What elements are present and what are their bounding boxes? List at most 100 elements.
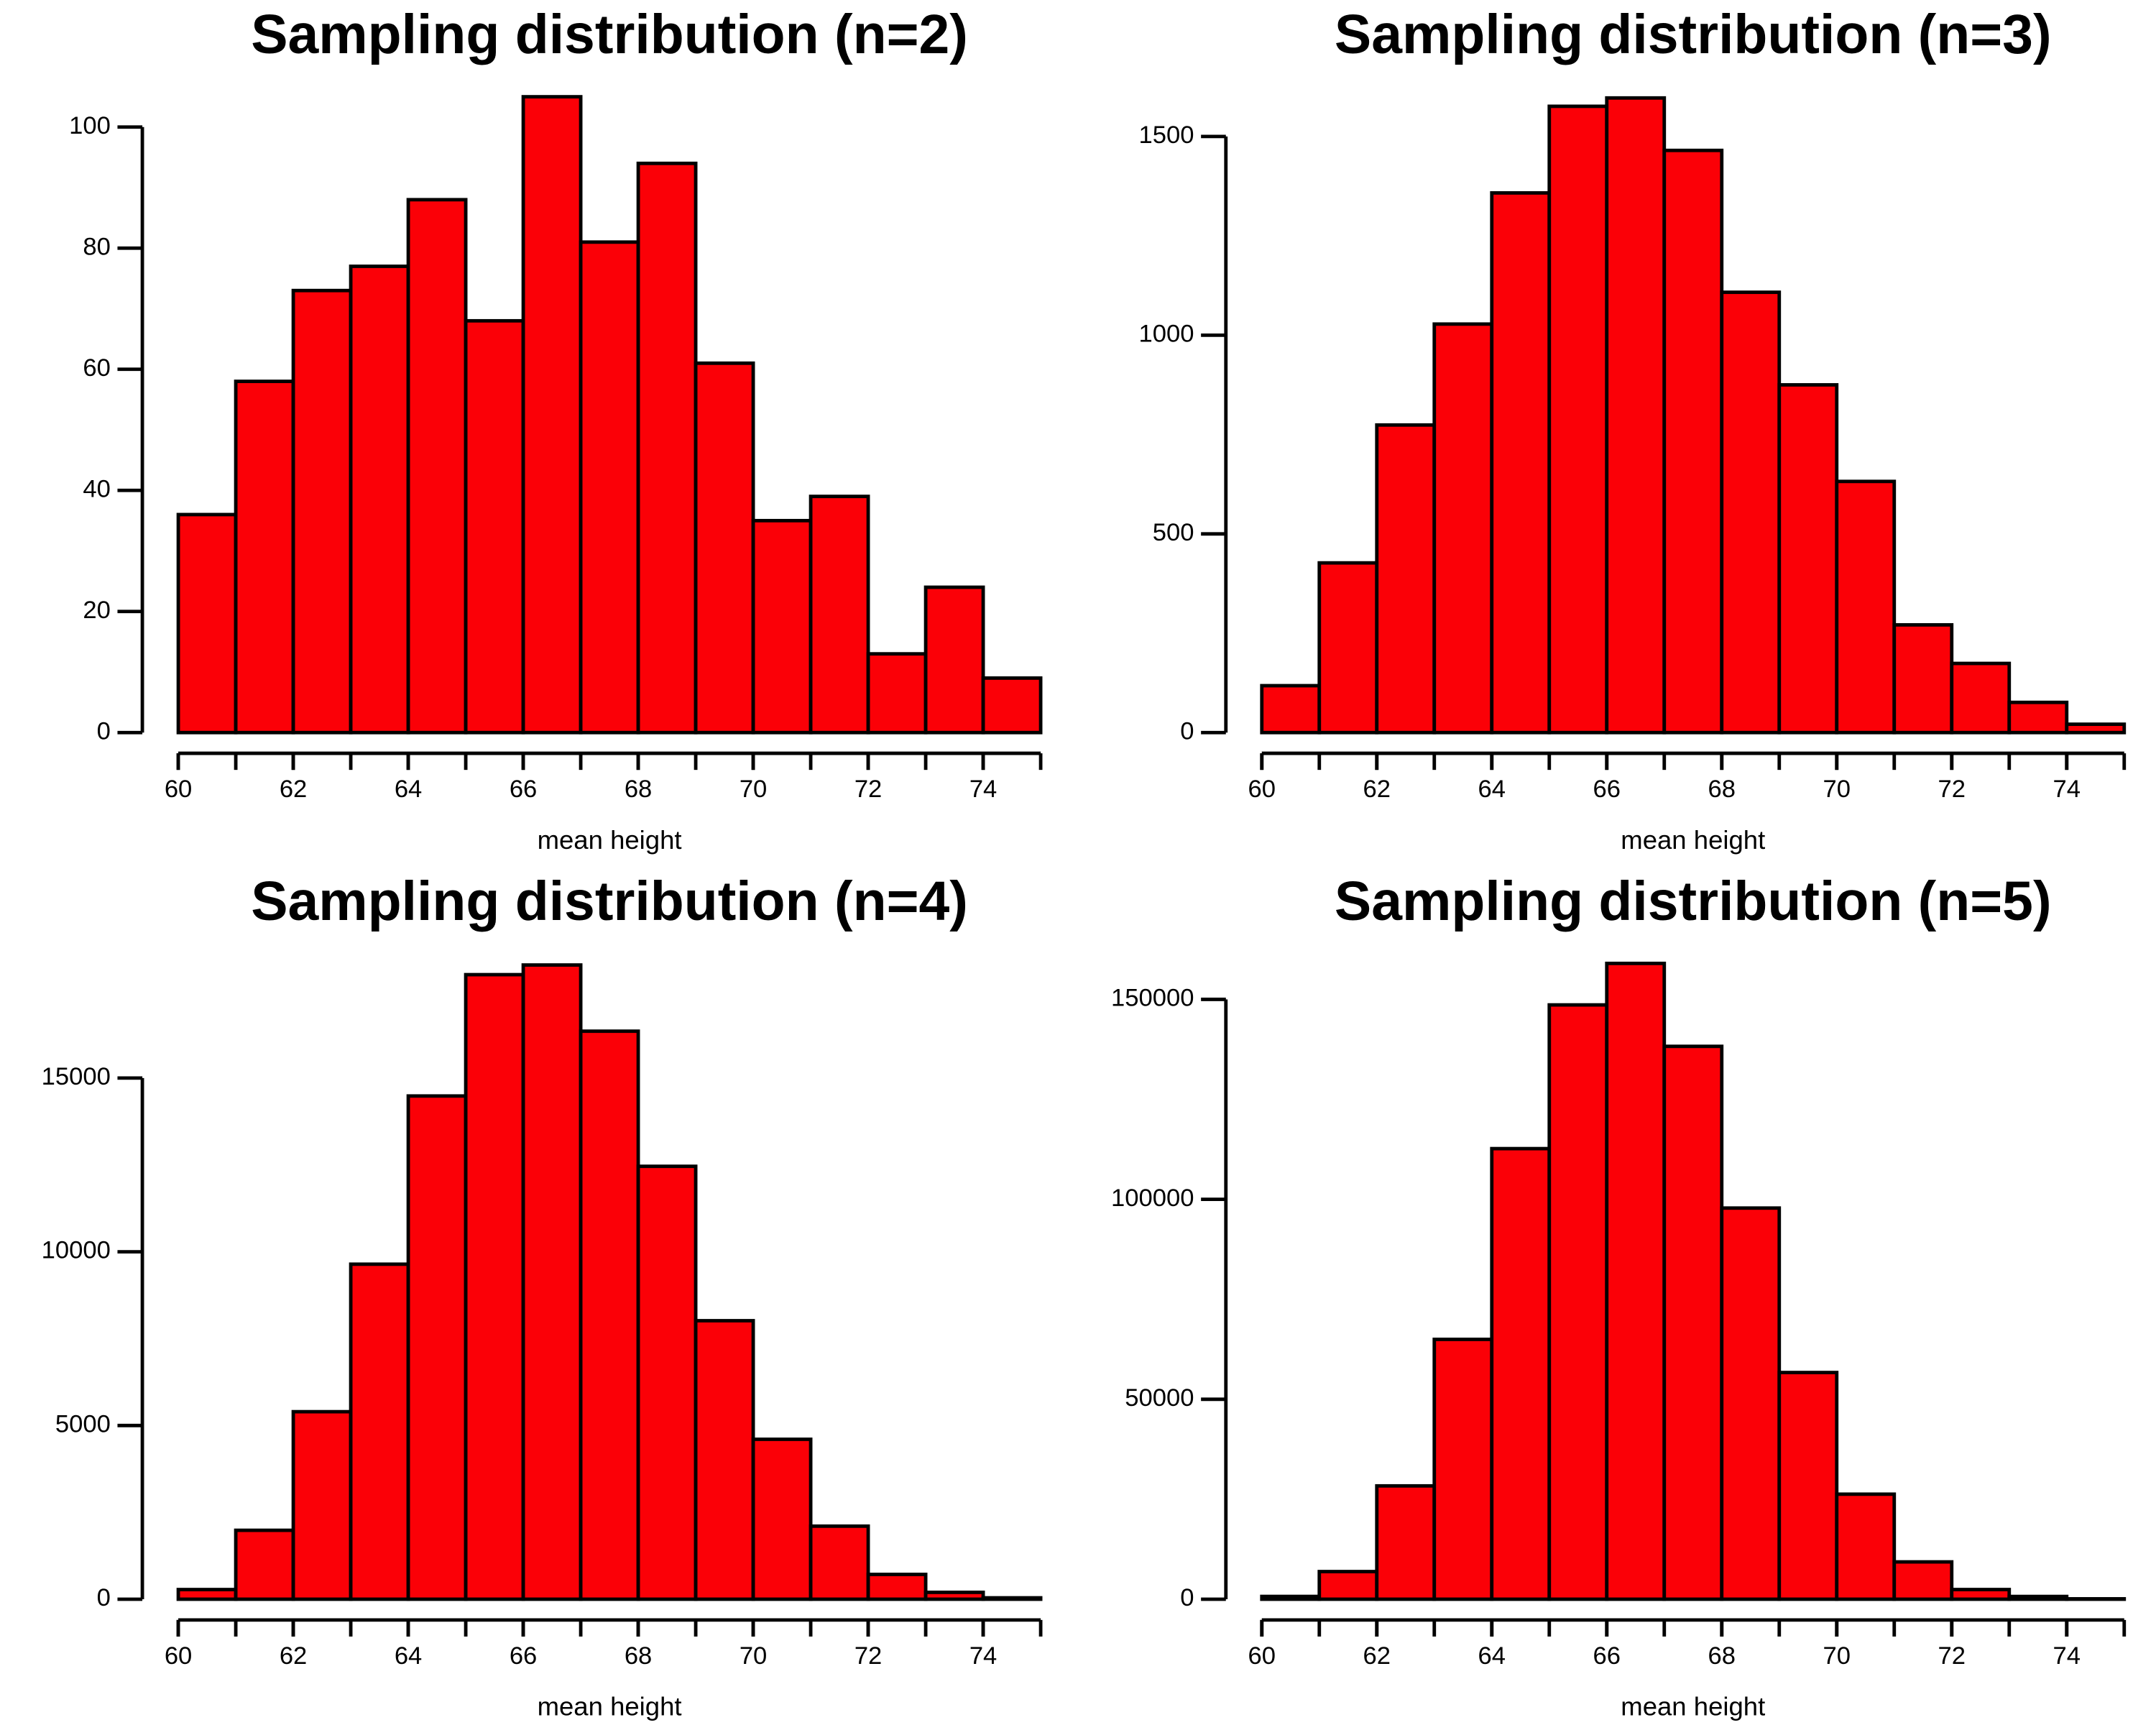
- x-tick-label: 60: [1248, 776, 1276, 803]
- bar: [981, 1596, 1043, 1601]
- y-tick-label: 60: [83, 354, 111, 382]
- x-tick-label: 74: [2053, 1642, 2081, 1670]
- bar: [866, 1573, 928, 1601]
- bar: [1547, 1003, 1609, 1601]
- bar: [1605, 961, 1667, 1601]
- bar: [349, 1262, 410, 1601]
- x-tick-label: 72: [1938, 776, 1966, 803]
- x-axis-label: mean height: [538, 1692, 682, 1721]
- bar: [1375, 1484, 1437, 1601]
- x-tick-label: 64: [1478, 776, 1506, 803]
- x-tick-label: 70: [740, 1642, 768, 1670]
- y-tick-label: 100000: [1111, 1184, 1194, 1212]
- x-tick-label: 66: [1593, 1642, 1621, 1670]
- y-tick-label: 50000: [1125, 1384, 1194, 1412]
- bar: [521, 963, 583, 1601]
- y-tick-label: 0: [97, 717, 111, 745]
- y-tick-label: 80: [83, 233, 111, 260]
- x-tick-label: 72: [854, 776, 883, 803]
- bar: [751, 1438, 813, 1601]
- bar: [579, 1029, 640, 1601]
- bar: [406, 1094, 468, 1601]
- bar: [349, 264, 410, 735]
- histogram-panel: Sampling distribution (n=2) 60 62 64 66 68 70 7…: [69, 4, 1043, 855]
- x-tick-label: 62: [280, 776, 308, 803]
- bar: [1662, 1044, 1724, 1601]
- bar: [1605, 96, 1667, 735]
- bar: [1835, 479, 1897, 735]
- bar: [1950, 661, 2012, 735]
- x-tick-label: 62: [280, 1642, 308, 1670]
- bar: [1777, 383, 1839, 735]
- x-tick-label: 68: [1708, 1642, 1736, 1670]
- y-tick-label: 100: [69, 112, 111, 139]
- bar: [1720, 290, 1782, 735]
- bar: [1892, 1560, 1954, 1601]
- bar: [2065, 722, 2127, 735]
- bar: [1317, 1570, 1379, 1601]
- bar: [291, 1409, 353, 1601]
- x-tick-label: 60: [165, 1642, 192, 1670]
- x-tick-label: 70: [740, 776, 768, 803]
- bar: [1260, 1594, 1322, 1601]
- y-tick-label: 20: [83, 597, 111, 624]
- bar: [1662, 148, 1724, 735]
- y-tick-label: 5000: [55, 1410, 111, 1438]
- chart-title: Sampling distribution (n=5): [1335, 870, 2052, 932]
- x-tick-label: 74: [2053, 776, 2081, 803]
- x-tick-label: 60: [165, 776, 192, 803]
- chart-title: Sampling distribution (n=4): [251, 870, 968, 932]
- x-tick-label: 74: [969, 776, 998, 803]
- bar: [694, 1319, 755, 1601]
- bar: [406, 198, 468, 735]
- y-tick-label: 150000: [1111, 985, 1194, 1012]
- bar: [579, 240, 640, 735]
- y-tick-label: 0: [1180, 1584, 1194, 1611]
- bar: [1490, 1146, 1552, 1601]
- x-tick-label: 68: [625, 1642, 652, 1670]
- x-tick-label: 70: [1823, 776, 1851, 803]
- bar: [808, 494, 870, 735]
- bar: [808, 1524, 870, 1601]
- bar: [1432, 1338, 1494, 1601]
- x-tick-label: 62: [1363, 776, 1391, 803]
- bar: [694, 361, 755, 735]
- bar: [521, 95, 583, 735]
- y-tick-label: 1500: [1139, 121, 1194, 149]
- bar: [176, 1588, 238, 1601]
- y-tick-label: 1000: [1139, 320, 1194, 347]
- bar: [636, 1164, 698, 1601]
- x-tick-label: 64: [395, 776, 422, 803]
- bar: [1260, 684, 1322, 735]
- histogram-panel: Sampling distribution (n=4) 60 62 64 66 68 70 7…: [42, 870, 1043, 1721]
- y-tick-label: 15000: [42, 1063, 111, 1090]
- bar: [234, 380, 295, 735]
- x-tick-label: 68: [625, 776, 652, 803]
- bar: [1835, 1492, 1897, 1601]
- x-tick-label: 72: [854, 1642, 883, 1670]
- bar: [291, 288, 353, 735]
- x-tick-label: 66: [510, 776, 538, 803]
- x-axis-label: mean height: [1621, 825, 1765, 855]
- bar: [464, 972, 525, 1601]
- bar: [751, 518, 813, 735]
- y-tick-label: 40: [83, 475, 111, 502]
- bar: [1777, 1371, 1839, 1601]
- bar: [2007, 700, 2069, 735]
- x-tick-label: 64: [395, 1642, 422, 1670]
- bar: [981, 676, 1043, 735]
- bar: [1432, 322, 1494, 735]
- bar: [1547, 104, 1609, 735]
- bar: [1950, 1588, 2012, 1601]
- x-tick-label: 62: [1363, 1642, 1391, 1670]
- x-axis-label: mean height: [1621, 1692, 1765, 1721]
- chart-title: Sampling distribution (n=2): [251, 4, 968, 65]
- y-tick-label: 0: [1180, 717, 1194, 745]
- x-tick-label: 64: [1478, 1642, 1506, 1670]
- y-tick-label: 500: [1153, 519, 1194, 546]
- bar: [2007, 1594, 2069, 1601]
- x-tick-label: 60: [1248, 1642, 1276, 1670]
- bar: [1375, 423, 1437, 735]
- x-tick-label: 66: [510, 1642, 538, 1670]
